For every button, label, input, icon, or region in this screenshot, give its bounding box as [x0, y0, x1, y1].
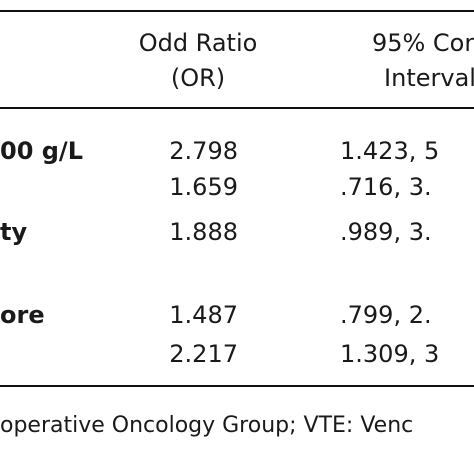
header-cell: 95% Conf Interval: [371, 29, 474, 92]
table-cell: 1.487: [169, 301, 238, 329]
header-rule: [0, 107, 474, 109]
table-cell: ore: [0, 301, 45, 329]
table-cell: 2.798: [169, 137, 238, 165]
top-rule: [0, 10, 474, 12]
table-cell: 00 g/L: [0, 137, 83, 165]
table-cell: 1.309, 3: [340, 340, 440, 368]
table-cell: .989, 3.: [340, 218, 432, 246]
bottom-rule: [0, 385, 474, 387]
table-cell: 2.217: [169, 340, 238, 368]
table-cell: 1.423, 5: [340, 137, 440, 165]
table-cell: .799, 2.: [340, 301, 432, 329]
table-cell: .716, 3.: [340, 173, 432, 201]
footnote: operative Oncology Group; VTE: Venc: [0, 413, 414, 438]
table-cell: ty: [0, 218, 28, 246]
header-cell: Odd Ratio (OR): [138, 29, 258, 92]
table-cell: 1.888: [169, 218, 238, 246]
table-cell: 1.659: [169, 173, 238, 201]
